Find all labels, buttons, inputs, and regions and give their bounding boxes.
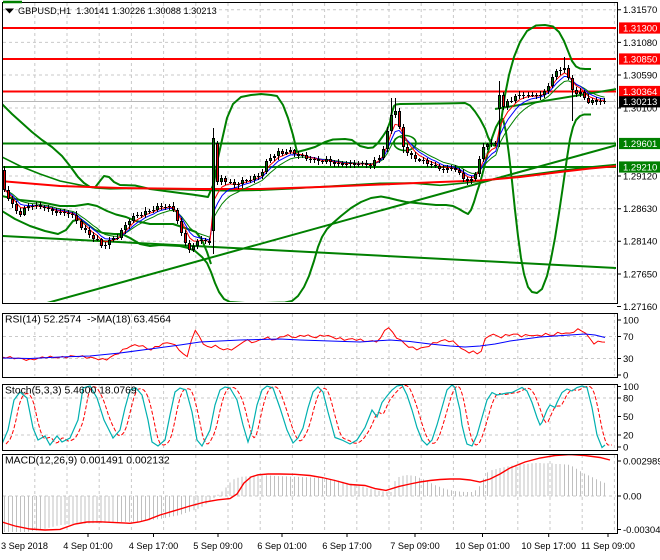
- svg-text:1.30213: 1.30213: [623, 97, 657, 108]
- svg-text:50: 50: [623, 412, 634, 423]
- svg-text:0: 0: [623, 370, 628, 381]
- svg-text:100: 100: [623, 382, 639, 393]
- svg-text:0: 0: [623, 442, 628, 453]
- svg-text:4 Sep 01:00: 4 Sep 01:00: [63, 541, 113, 551]
- svg-text:1.30364: 1.30364: [623, 87, 657, 98]
- svg-text:-0.00304: -0.00304: [623, 525, 660, 536]
- svg-text:30: 30: [623, 354, 634, 365]
- svg-text:1.30590: 1.30590: [623, 70, 657, 81]
- svg-text:RSI(14) 52.2574 ->MA(18) 63.4: RSI(14) 52.2574 ->MA(18) 63.4564: [5, 315, 171, 326]
- svg-text:80: 80: [623, 393, 634, 404]
- svg-text:1.28140: 1.28140: [623, 237, 657, 248]
- svg-text:1.31300: 1.31300: [623, 23, 657, 34]
- svg-text:5 Sep 09:00: 5 Sep 09:00: [193, 541, 243, 551]
- svg-text:7 Sep 09:00: 7 Sep 09:00: [390, 541, 440, 551]
- svg-text:1.31080: 1.31080: [623, 38, 657, 49]
- svg-text:1.27160: 1.27160: [623, 302, 657, 313]
- svg-text:0.002989: 0.002989: [623, 456, 660, 467]
- svg-text:4 Sep 17:00: 4 Sep 17:00: [129, 541, 179, 551]
- svg-text:70: 70: [623, 332, 634, 343]
- svg-text:1.31570: 1.31570: [623, 5, 657, 16]
- svg-text:10 Sep 01:00: 10 Sep 01:00: [455, 541, 510, 551]
- svg-text:1.29120: 1.29120: [623, 171, 657, 182]
- svg-text:1.29210: 1.29210: [623, 162, 657, 173]
- svg-text:10 Sep 17:00: 10 Sep 17:00: [521, 541, 576, 551]
- svg-text:1.27650: 1.27650: [623, 269, 657, 280]
- svg-text:1.28630: 1.28630: [623, 204, 657, 215]
- svg-text:11 Sep 09:00: 11 Sep 09:00: [581, 541, 635, 551]
- svg-text:1.30850: 1.30850: [623, 54, 657, 65]
- svg-text:1.30100: 1.30100: [623, 103, 657, 114]
- svg-text:6 Sep 01:00: 6 Sep 01:00: [257, 541, 307, 551]
- svg-text:0.00: 0.00: [623, 491, 642, 502]
- svg-text:GBPUSD,H1 1.30141 1.30226 1.3: GBPUSD,H1 1.30141 1.30226 1.30088 1.3021…: [18, 6, 217, 16]
- svg-text:100: 100: [623, 315, 639, 326]
- svg-text:6 Sep 17:00: 6 Sep 17:00: [322, 541, 372, 551]
- svg-text:3 Sep 2018: 3 Sep 2018: [1, 541, 48, 551]
- svg-text:1.29601: 1.29601: [623, 139, 657, 150]
- svg-text:MACD(12,26,9) 0.001491 0.00213: MACD(12,26,9) 0.001491 0.002132: [5, 456, 170, 467]
- svg-text:20: 20: [623, 430, 634, 441]
- svg-text:Stoch(5,3,3) 5.4600 18.0769: Stoch(5,3,3) 5.4600 18.0769: [5, 386, 137, 397]
